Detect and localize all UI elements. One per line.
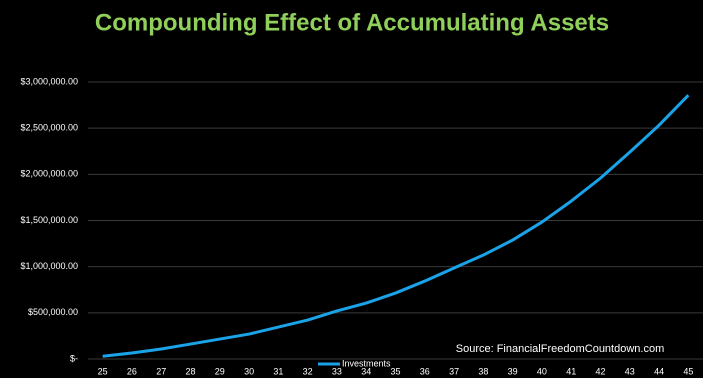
x-tick-label: 35 (390, 366, 400, 376)
x-tick-label: 28 (185, 366, 195, 376)
x-tick-label: 25 (98, 366, 108, 376)
legend-label: Investments (342, 358, 391, 368)
y-tick-label: $2,500,000.00 (20, 123, 78, 133)
x-tick-label: 38 (478, 366, 488, 376)
x-tick-label: 30 (244, 366, 254, 376)
x-tick-label: 32 (303, 366, 313, 376)
x-tick-label: 29 (215, 366, 225, 376)
x-tick-label: 27 (156, 366, 166, 376)
y-tick-label: $2,000,000.00 (20, 169, 78, 179)
x-tick-label: 42 (595, 366, 605, 376)
x-tick-label: 41 (566, 366, 576, 376)
x-tick-label: 33 (332, 366, 342, 376)
x-tick-label: 40 (537, 366, 547, 376)
chart-title: Compounding Effect of Accumulating Asset… (95, 9, 609, 36)
source-annotation: Source: FinancialFreedomCountdown.com (456, 343, 665, 355)
y-tick-label: $500,000.00 (28, 307, 78, 317)
x-tick-label: 44 (654, 366, 664, 376)
series-line (102, 94, 690, 358)
x-tick-label: 36 (420, 366, 430, 376)
x-tick-label: 37 (449, 366, 459, 376)
y-tick-label: $- (70, 353, 78, 363)
y-tick-label: $1,000,000.00 (20, 261, 78, 271)
x-tick-label: 26 (127, 366, 137, 376)
x-tick-label: 39 (508, 366, 518, 376)
x-tick-label: 45 (683, 366, 693, 376)
x-tick-label: 34 (361, 366, 371, 376)
y-tick-label: $1,500,000.00 (20, 215, 78, 225)
x-tick-label: 43 (625, 366, 635, 376)
x-tick-label: 31 (273, 366, 283, 376)
y-tick-label: $3,000,000.00 (20, 76, 78, 86)
